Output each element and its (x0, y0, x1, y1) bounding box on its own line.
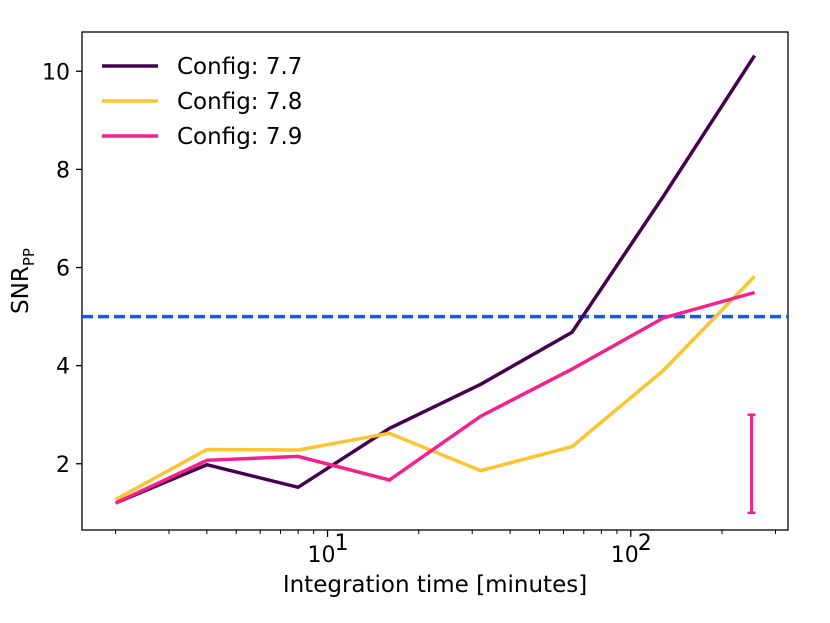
legend-label-3: Config: 7.9 (177, 124, 302, 150)
series-line-3 (114, 290, 756, 505)
y-axis-label: SNRPP (8, 248, 38, 314)
series-line-2 (114, 275, 756, 502)
legend-label-2: Config: 7.8 (177, 89, 302, 115)
y-tick-label: 10 (42, 60, 70, 85)
y-tick-label: 8 (56, 158, 70, 183)
x-tick-exponent: 1 (335, 531, 349, 556)
x-tick-exponent: 2 (638, 531, 652, 556)
x-tick-label: 10 (611, 543, 639, 568)
series-line-1 (114, 54, 757, 505)
y-tick-label: 4 (56, 355, 70, 380)
x-tick-label: 10 (308, 543, 336, 568)
y-tick-label: 6 (56, 257, 70, 282)
plot-frame (81, 31, 789, 531)
y-tick-label: 2 (56, 453, 70, 478)
x-axis-label: Integration time [minutes] (283, 572, 587, 598)
legend-label-1: Config: 7.7 (177, 54, 302, 80)
